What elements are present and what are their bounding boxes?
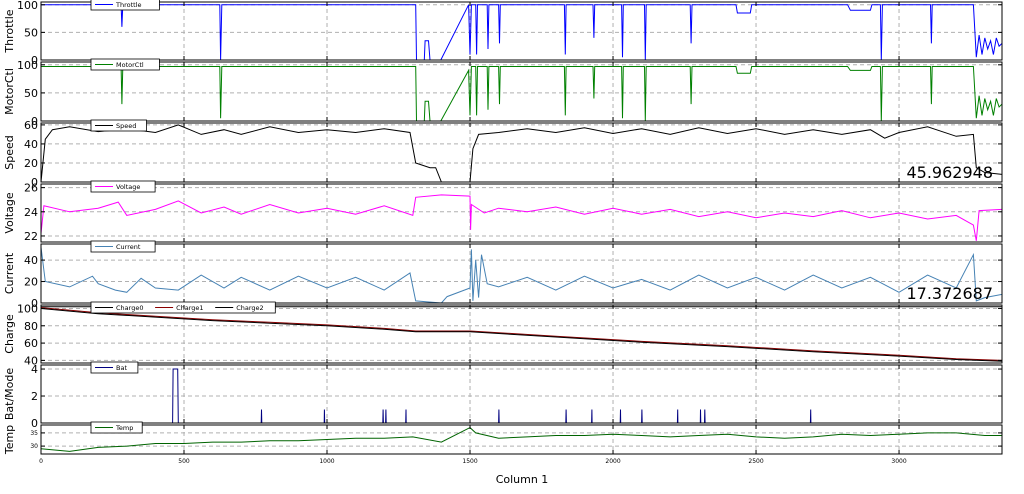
panel-8-ytick-label: 30 — [30, 443, 38, 450]
panel-7-legend-box — [90, 361, 139, 374]
panel-1-legend-label-1: Throttle — [115, 1, 142, 9]
panel-4-frame — [40, 183, 1003, 243]
panel-1-ylabel: Throttle — [3, 9, 16, 53]
panel-7-frame — [40, 364, 1003, 424]
x-tick-label: 500 — [178, 458, 190, 465]
panel-7: 0 2 4 Bat/Mode Bat — [3, 361, 1003, 430]
x-tick-label: 3000 — [891, 458, 906, 465]
panel-4-ylabel: Voltage — [3, 192, 16, 233]
panel-4-legend: Voltage — [90, 180, 156, 193]
panel-5-series-line-1 — [41, 247, 1002, 303]
panel-6-legend-label-1: Charge0 — [116, 304, 143, 312]
panel-4-series-line-1 — [41, 194, 1002, 241]
panel-7-ytick-label: 2 — [31, 390, 38, 403]
panel-6-ylabel: Charge — [3, 314, 16, 354]
panel-2-legend-label-1: MotorCtl — [116, 61, 144, 69]
panel-1-ytick-label: 0 — [31, 54, 38, 67]
panel-2-ytick-label: 100 — [17, 59, 38, 72]
panel-6-ytick-label: 100 — [17, 302, 38, 315]
panel-6-legend-label-2: Charge1 — [176, 304, 203, 312]
panel-7-series-line-1 — [41, 368, 1002, 423]
panel-4-ytick-label: 24 — [24, 206, 38, 219]
panel-3-ytick-label: 0 — [31, 176, 38, 189]
panel-3-legend: Speed — [90, 119, 147, 132]
x-tick-label: 2500 — [748, 458, 763, 465]
panel-5-ytick-label: 0 — [31, 297, 38, 310]
panel-6-frame — [40, 304, 1003, 364]
panel-3-annotation: 45.962948 — [906, 163, 993, 182]
panel-5-ytick-label: 40 — [24, 254, 38, 267]
panel-3-ytick-label: 20 — [24, 157, 38, 170]
panel-5-ylabel: Current — [3, 252, 16, 294]
panel-2-legend-box — [90, 58, 160, 71]
panel-8-legend-label-1: Temp — [115, 424, 133, 432]
panel-1-ytick-label: 100 — [17, 0, 38, 12]
panel-7-legend: Bat — [90, 361, 139, 374]
panel-2-frame — [40, 61, 1003, 122]
panel-6-ytick-label: 60 — [24, 337, 38, 350]
panel-8-ylabel: Temp — [3, 425, 16, 455]
panel-1-legend: Throttle — [90, 0, 160, 11]
panel-6-legend-box — [90, 301, 276, 314]
x-axis-label: Column 1 — [496, 473, 549, 486]
panel-6-series-line-3 — [41, 308, 1002, 362]
panel-3-ylabel: Speed — [3, 135, 16, 169]
panel-6-legend-label-3: Charge2 — [236, 304, 263, 312]
panel-3-legend-box — [90, 119, 147, 132]
panel-3-ytick-label: 60 — [24, 119, 38, 132]
panel-8: 30 35 Temp Temp — [3, 421, 1003, 455]
panel-4-ytick-label: 26 — [24, 182, 38, 195]
panel-1-ytick-label: 50 — [24, 26, 38, 39]
panel-6-legend: Charge0 Charge1 Charge2 — [90, 301, 276, 314]
panel-7-ytick-label: 0 — [31, 417, 38, 430]
panel-2-series-line-1 — [41, 66, 1002, 121]
panel-6-series-line-2 — [41, 307, 1002, 361]
panel-3: 0 20 40 60 Speed Speed 45.962948 — [3, 119, 1003, 189]
x-axis-group: 0 500 1000 1500 2000 2500 3000 — [39, 458, 907, 465]
panel-4-legend-box — [90, 180, 156, 193]
panel-1-frame — [40, 1, 1003, 61]
panel-8-legend: Temp — [90, 421, 143, 434]
panel-3-frame — [40, 122, 1003, 183]
panel-2-ytick-label: 50 — [24, 87, 38, 100]
panel-8-legend-box — [90, 421, 143, 434]
panel-8-ytick-label: 35 — [30, 430, 38, 437]
panel-3-series-line-1 — [41, 124, 1002, 182]
panel-5-legend-box — [90, 240, 156, 253]
panel-7-legend-label-1: Bat — [116, 364, 127, 372]
panel-5-frame — [40, 243, 1003, 304]
panel-4-legend-label-1: Voltage — [116, 183, 140, 191]
panel-3-ytick-label: 40 — [24, 138, 38, 151]
panel-5: 0 20 40 Current Current 17.372687 — [3, 240, 1003, 310]
panel-7-ytick-label: 4 — [31, 363, 38, 376]
panel-2-ylabel: MotorCtl — [3, 68, 16, 115]
panel-6-ytick-label: 40 — [24, 354, 38, 367]
x-tick-label: 1500 — [462, 458, 477, 465]
x-tick-label: 2000 — [605, 458, 620, 465]
panel-5-legend: Current — [90, 240, 156, 253]
panel-8-series-line-1 — [41, 426, 1002, 452]
panels-group: 050100ThrottleThrottle050100MotorCtlMoto… — [3, 0, 1003, 455]
panel-2-legend: MotorCtl — [90, 58, 160, 71]
panel-5-annotation: 17.372687 — [906, 284, 993, 303]
panel-3-legend-label-1: Speed — [116, 122, 136, 130]
panel-5-ytick-label: 20 — [24, 276, 38, 289]
x-tick-label: 0 — [39, 458, 43, 465]
panel-7-ylabel: Bat/Mode — [3, 368, 16, 421]
panel-4: 22 24 26 Voltage Voltage — [3, 180, 1003, 243]
panel-8-frame — [40, 424, 1003, 455]
panel-4-ytick-label: 22 — [24, 230, 38, 243]
panel-1-series-line-1 — [41, 4, 1002, 60]
panel-1-legend-box — [90, 0, 160, 11]
panel-2-ytick-label: 0 — [31, 115, 38, 128]
x-tick-label: 1000 — [319, 458, 334, 465]
panel-5-legend-label-1: Current — [116, 243, 141, 251]
panel-6-ytick-label: 80 — [24, 320, 38, 333]
